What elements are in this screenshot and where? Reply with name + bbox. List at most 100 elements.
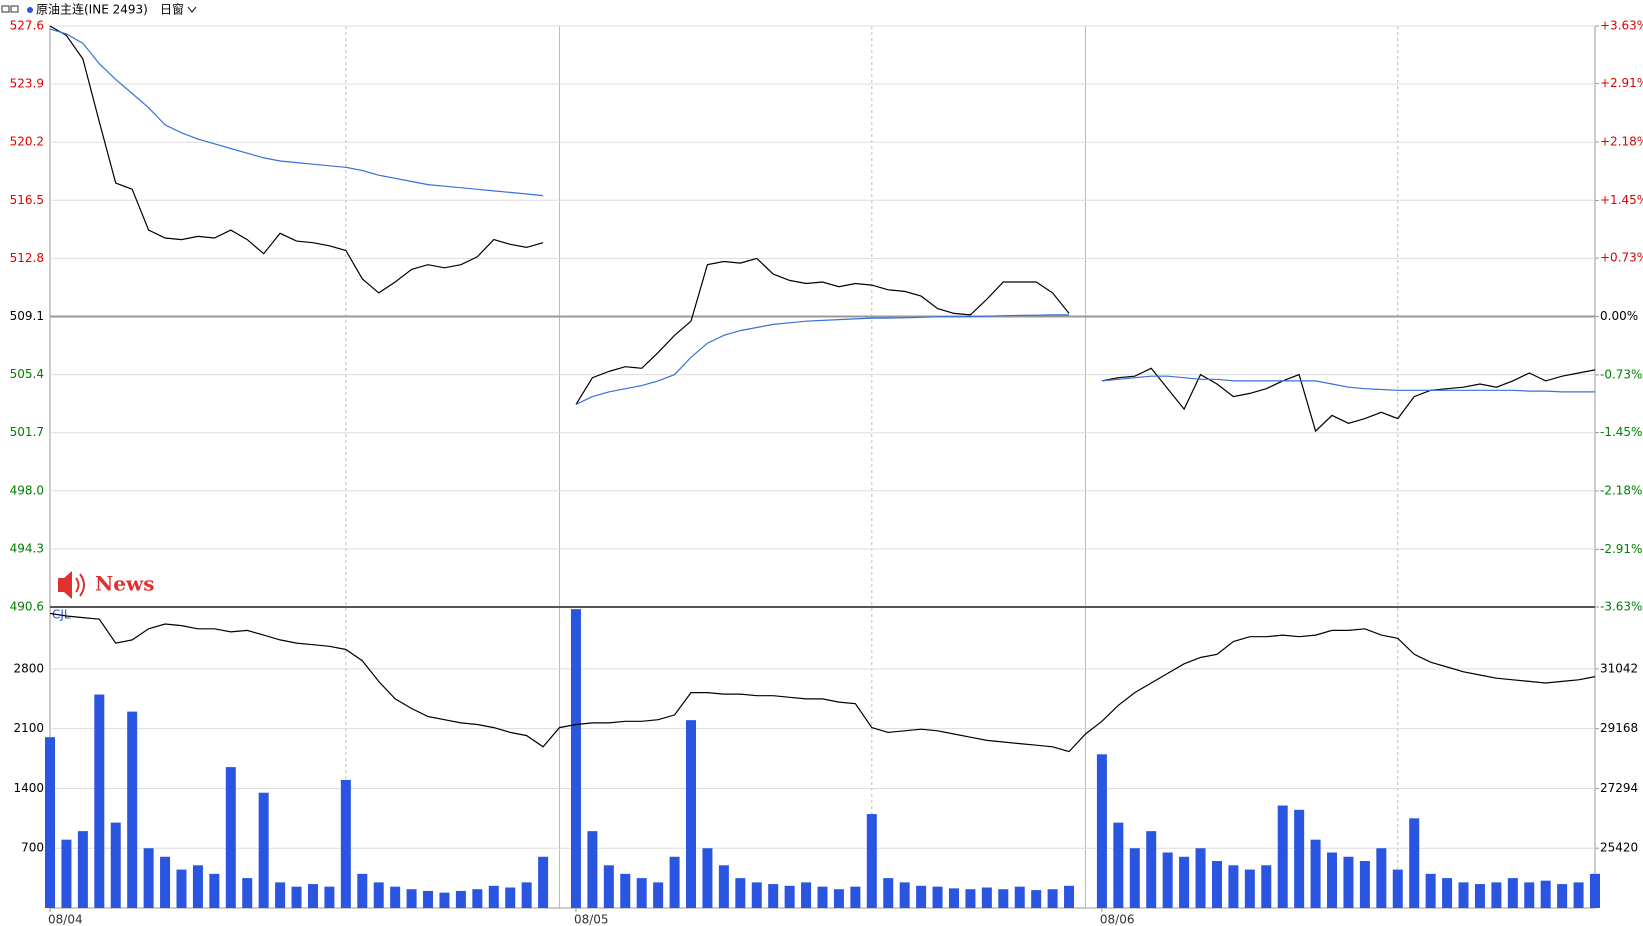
volume-bar [1491,882,1502,908]
volume-bar [61,839,72,908]
volume-bar [833,889,844,908]
news-label[interactable]: News [95,572,154,596]
y2-tick-label: +1.45% [1600,193,1643,207]
news-badge[interactable]: News [58,571,154,599]
volume-bar [932,886,943,908]
volume-bar [258,792,269,908]
volume-bar [324,886,335,908]
period[interactable]: 日窗 [160,3,184,17]
y2-tick-label: -0.73% [1600,367,1642,381]
volume-bar [1458,882,1469,908]
y-tick-label: 523.9 [10,77,44,91]
volume-bar [1179,856,1190,908]
volume-bar [1228,865,1239,908]
x-tick-label: 08/04 [48,913,83,926]
volume-bar [916,885,927,908]
volume-bar [127,711,138,908]
volume-bar [1294,809,1305,908]
volume-bar [1425,873,1436,908]
y2-tick-label: 27294 [1600,781,1638,795]
volume-bar [948,888,959,908]
volume-bar [686,720,697,908]
news-wave [75,577,80,593]
news-speaker [58,571,72,599]
volume-bar [718,865,729,908]
volume-bar [242,878,253,908]
y-tick-label: 494.3 [10,541,44,555]
volume-bar [390,886,401,908]
volume-bar [1129,848,1140,908]
y-tick-label: 527.6 [10,19,44,33]
volume-bar [981,887,992,908]
volume-bar [1359,861,1370,908]
volume-bar [899,882,910,908]
volume-bar [77,831,88,908]
volume-bar [702,848,713,908]
volume-bar [192,865,203,908]
y-tick-label: 700 [21,841,44,855]
y-tick-label: 512.8 [10,251,44,265]
holdings-line [49,612,1596,753]
volume-bar [340,779,351,908]
volume-bar [110,822,121,908]
volume-bar [1392,869,1403,908]
volume-bar [225,767,236,908]
y-tick-label: 501.7 [10,425,44,439]
volume-bar [1244,869,1255,908]
volume-bar [735,878,746,908]
volume-bar [1409,818,1420,908]
layout-icon[interactable] [1,5,10,13]
news-wave [79,573,85,597]
volume-bar [768,884,779,908]
y-tick-label: 490.6 [10,600,44,614]
volume-bar [998,889,1009,908]
volume-bar [1343,856,1354,908]
volume-bar [307,884,318,908]
layout-icon [10,5,19,13]
volume-bar [1327,852,1338,908]
volume-bar [1096,754,1107,908]
y2-tick-label: 29168 [1600,721,1638,735]
y2-tick-label: -1.45% [1600,425,1642,439]
y-tick-label: 1400 [13,781,44,795]
volume-bar [143,848,154,908]
volume-bar [94,694,105,908]
y2-tick-label: -3.63% [1600,600,1642,614]
volume-bar [488,885,499,908]
y-tick-label: 2100 [13,721,44,735]
volume-bar [1507,878,1518,908]
volume-bar [406,889,417,908]
volume-bar [275,882,286,908]
volume-bar [965,889,976,908]
volume-bar [817,886,828,908]
volume-bar [1113,822,1124,908]
volume-bar [784,885,795,908]
volume-bar [538,856,549,908]
volume-bar [1540,880,1551,908]
volume-bar [1064,885,1075,908]
volume-bar [1524,882,1535,908]
volume-bar [653,882,664,908]
volume-bar [505,887,516,908]
period-chevron[interactable] [187,6,197,14]
y-tick-label: 2800 [13,661,44,675]
volume-bar [1277,805,1288,908]
y2-tick-label: 31042 [1600,661,1638,675]
volume-bar [1146,831,1157,908]
y-tick-label: 509.1 [10,309,44,323]
x-tick-label: 08/06 [1100,913,1135,926]
y-tick-label: 498.0 [10,483,44,497]
volume-bar [751,882,762,908]
volume-bar [423,890,434,908]
volume-bar [521,882,532,908]
volume-bar [1590,873,1600,908]
price-line [49,28,1595,405]
volume-bar [1047,889,1058,908]
y-tick-label: 520.2 [10,135,44,149]
volume-bar [160,856,171,908]
y2-tick-label: 0.00% [1600,309,1638,323]
volume-bar [176,869,187,908]
volume-bar [209,873,220,908]
volume-bar [1557,884,1568,908]
volume-bar [801,882,812,908]
